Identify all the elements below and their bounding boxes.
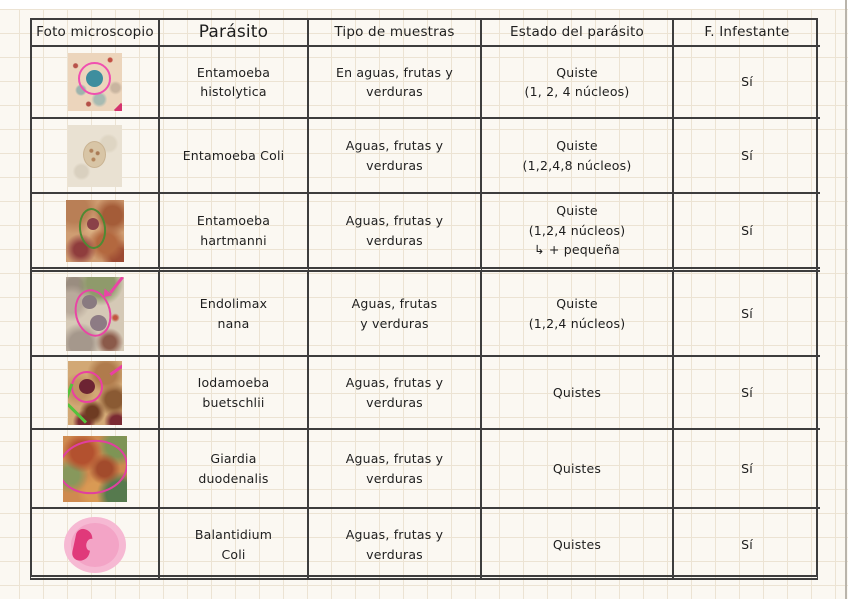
page-top-edge: [0, 0, 848, 9]
pink-corner-mark: [113, 102, 122, 111]
column-header-tipo-de-muestras: Tipo de muestras: [309, 20, 482, 47]
parasite-name: Entamoeba hartmanni: [160, 194, 309, 272]
entamoeba-coli-micrograph: [68, 124, 122, 187]
parasite-name: Entamoeba Coli: [160, 119, 309, 194]
infective-flag: Sí: [674, 119, 820, 194]
parasite-table: Foto microscopio Parásito Tipo de muestr…: [30, 18, 820, 580]
infective-flag: Sí: [674, 357, 820, 430]
sample-type: Aguas, frutas y verduras: [309, 194, 482, 272]
column-header-foto-microscopio: Foto microscopio: [32, 20, 160, 47]
speckled-cyst: [83, 140, 106, 168]
pink-annotation-ellipse: [63, 435, 127, 499]
photo-cell: [32, 194, 160, 272]
parasite-state: Quistes: [482, 357, 674, 430]
column-header-estado-del-parasito: Estado del parásito: [482, 20, 674, 47]
parasite-state: Quistes: [482, 430, 674, 509]
sample-type: Aguas, frutas y verduras: [309, 119, 482, 194]
pink-annotation-ring: [78, 62, 111, 95]
sample-type: Aguas, frutas y verduras: [309, 357, 482, 430]
dark-nucleus: [87, 217, 99, 230]
parasite-name: Balantidium Coli: [160, 509, 309, 580]
infective-flag: Sí: [674, 430, 820, 509]
infective-flag: Sí: [741, 536, 753, 552]
sample-type: Aguas, frutas y verduras: [309, 430, 482, 509]
photo-cell: [32, 47, 160, 119]
parasite-name: Iodamoeba buetschlii: [160, 357, 309, 430]
pink-annotation-line: [109, 360, 122, 375]
photo-cell: [32, 272, 160, 357]
parasite-state: Quiste (1,2,4 núcleos): [482, 272, 674, 357]
entamoeba-histolytica-micrograph: [68, 53, 122, 111]
infective-flag: Sí: [674, 194, 820, 272]
infective-flag: Sí: [674, 272, 820, 357]
parasite-state: Quiste (1, 2, 4 núcleos): [482, 47, 674, 119]
pink-arrow-line: [109, 276, 124, 294]
iodamoeba-buetschlii-micrograph: [68, 360, 122, 425]
sample-type: Aguas, frutas y verduras: [309, 509, 482, 580]
column-header-f-infestante: F. Infestante: [674, 20, 820, 47]
parasite-state: Quiste (1,2,4 núcleos) ↳ + pequeña: [482, 194, 674, 272]
photo-cell: [32, 509, 160, 580]
page-right-edge: [845, 0, 847, 599]
teal-nucleus: [86, 70, 103, 87]
photo-cell: [32, 119, 160, 194]
column-header-parasito: Parásito: [160, 20, 309, 47]
entamoeba-hartmanni-micrograph: [66, 199, 124, 262]
parasite-state: Quistes: [482, 509, 674, 580]
green-mark-line: [68, 403, 88, 424]
infective-flag: Sí: [674, 47, 820, 119]
photo-cell: [32, 357, 160, 430]
gray-cyst-lower: [90, 314, 107, 331]
parasite-name: Entamoeba histolytica: [160, 47, 309, 119]
sample-type: En aguas, frutas y verduras: [309, 47, 482, 119]
photo-cell: [32, 430, 160, 509]
gray-cyst-upper: [82, 294, 97, 309]
giardia-duodenalis-micrograph: [63, 435, 127, 502]
balantidium-coli-drawing: [64, 516, 126, 573]
parasite-name: Endolimax nana: [160, 272, 309, 357]
endolimax-nana-micrograph: [66, 276, 124, 351]
sample-type: Aguas, frutas y verduras: [309, 272, 482, 357]
pink-annotation-ring: [71, 370, 103, 403]
parasite-state: Quiste (1,2,4,8 núcleos): [482, 119, 674, 194]
parasite-name: Giardia duodenalis: [160, 430, 309, 509]
